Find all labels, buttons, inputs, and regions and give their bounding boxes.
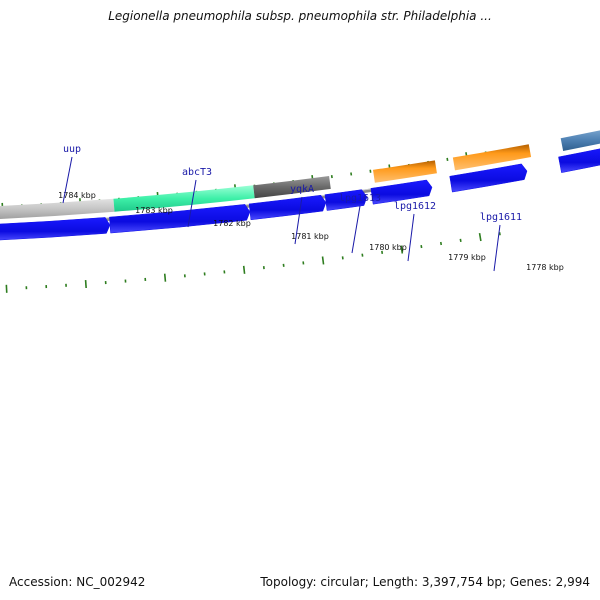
gene-leader-line [62, 156, 73, 204]
kbp-label: 1780 kbp [369, 243, 407, 252]
kbp-label: 1781 kbp [291, 232, 329, 241]
kbp-label-group: 1784 kbp 1783 kbp 1782 kbp 1781 kbp 1780 kbp… [58, 191, 564, 272]
major-tick [400, 245, 404, 254]
kbp-label: 1779 kbp [448, 253, 486, 262]
cds-arrow [449, 163, 528, 193]
feature-lpg1612 [373, 160, 437, 183]
major-tick [321, 256, 325, 265]
feature-lpg1611 [452, 144, 532, 171]
gene-label: uup [63, 144, 81, 155]
gene-leader-line [493, 224, 501, 272]
gene-label: abcT3 [182, 167, 212, 178]
cds-arrow [0, 217, 111, 241]
cds-arrow [558, 148, 600, 173]
kbp-label: 1784 kbp [58, 191, 96, 200]
cds-arrow [324, 189, 368, 211]
gene-label: lpg1612 [394, 201, 436, 212]
cds-arrow [370, 179, 433, 205]
map-title: Legionella pneumophila subsp. pneumophil… [108, 9, 492, 23]
gene-leader-line [407, 213, 415, 262]
kbp-label: 1778 kbp [526, 263, 564, 272]
feature-track [0, 130, 600, 220]
feature-uup [0, 198, 115, 220]
gene-leader-line [187, 179, 197, 228]
gene-label: lpg1611 [480, 212, 522, 223]
cds-arrow [109, 204, 251, 234]
gene-label: yqkA [290, 184, 314, 195]
gene-label: lpg1613 [339, 193, 381, 204]
kbp-label: 1783 kbp [135, 206, 173, 215]
topology-summary: Topology: circular; Length: 3,397,754 bp… [260, 575, 590, 589]
major-tick [242, 265, 246, 274]
major-tick [84, 279, 87, 289]
major-tick [478, 233, 482, 242]
inner-tick-ring [5, 232, 501, 293]
minor-tick [498, 232, 501, 236]
kbp-label: 1782 kbp [213, 219, 251, 228]
accession-label: Accession: NC_002942 [9, 575, 146, 589]
gene-leader-line [351, 205, 361, 254]
cds-arrow [248, 194, 327, 221]
major-tick [163, 273, 167, 282]
cds-track [0, 148, 600, 241]
gene-leader-line [294, 196, 303, 245]
gene-label-group: uup abcT3 yqkA lpg1613 lpg1612 lpg1611 [62, 144, 522, 272]
feature-abcT3 [113, 185, 255, 212]
feature-yqkA [253, 175, 331, 199]
feature-next [560, 130, 600, 151]
